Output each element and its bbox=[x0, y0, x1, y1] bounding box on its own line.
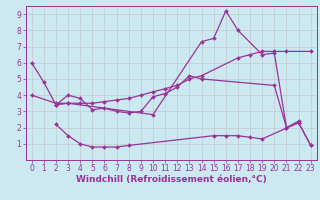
X-axis label: Windchill (Refroidissement éolien,°C): Windchill (Refroidissement éolien,°C) bbox=[76, 175, 267, 184]
